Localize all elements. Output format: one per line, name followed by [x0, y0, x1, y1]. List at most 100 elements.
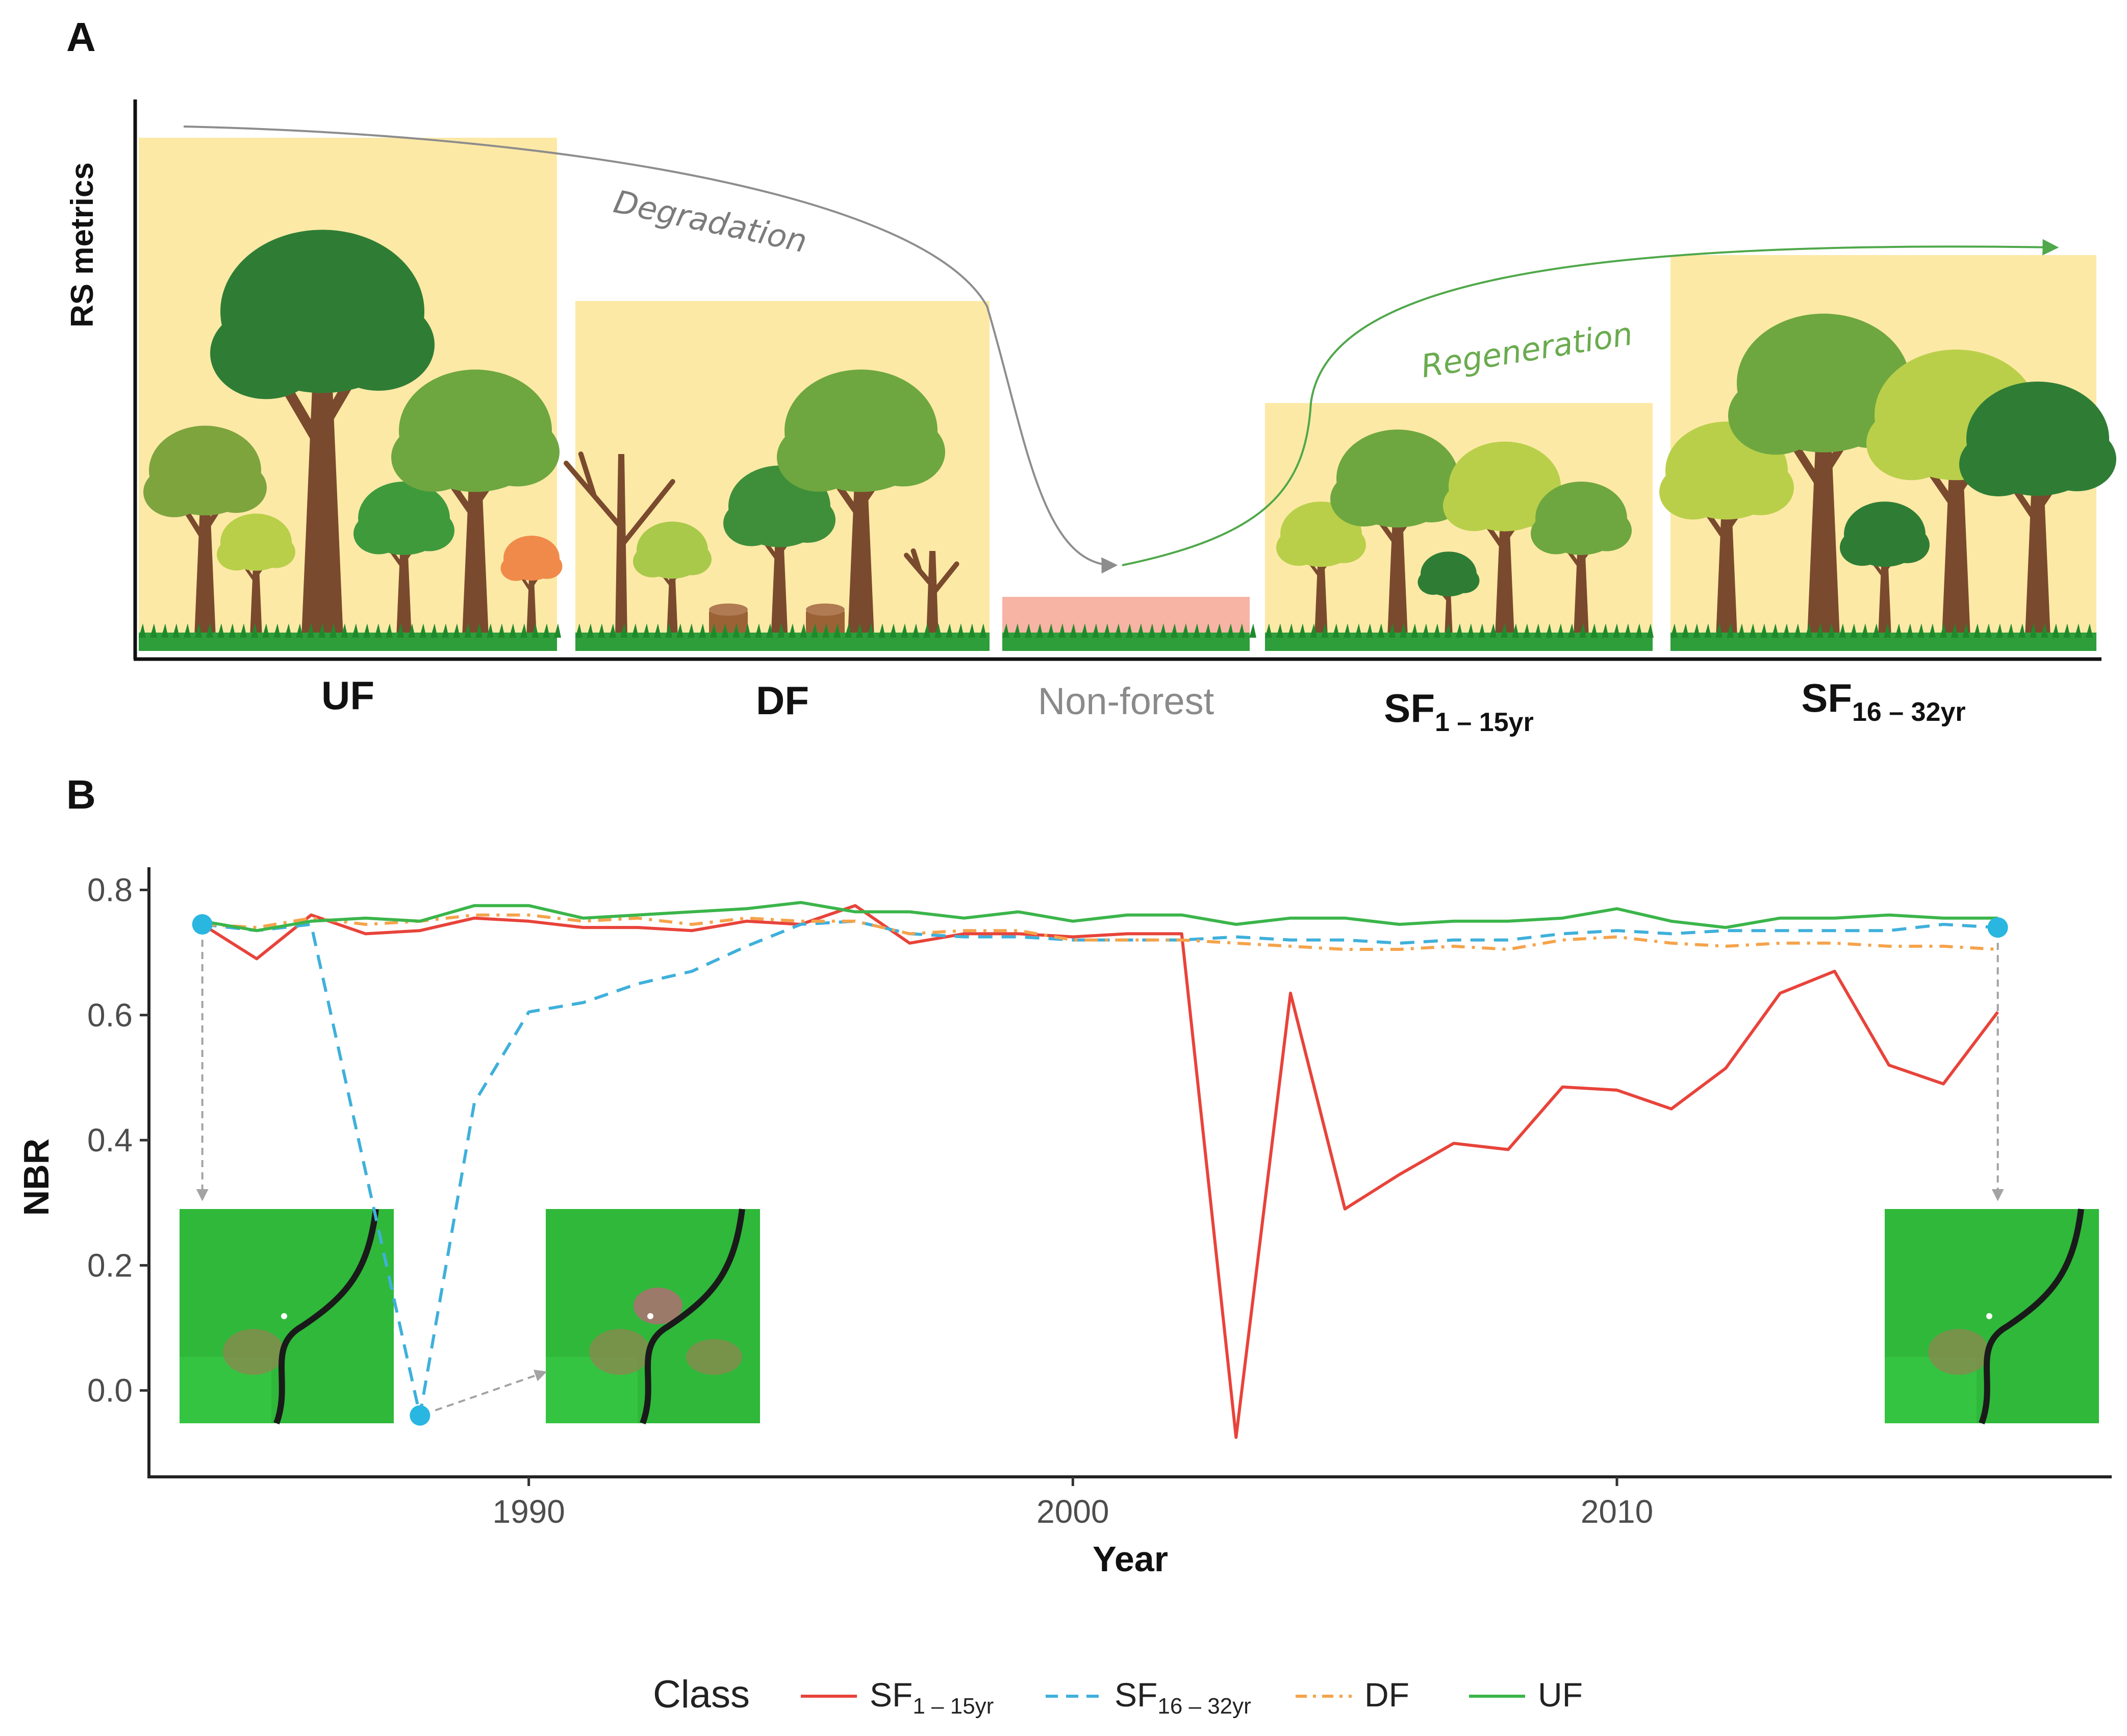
grass-blade [397, 623, 404, 638]
series-line-sf16-32yr [202, 919, 1998, 1417]
grass-blade [498, 623, 505, 638]
tree-crown [256, 536, 295, 568]
grass-blade [1287, 623, 1295, 638]
stage-label-main: DF [756, 678, 809, 723]
thumbnail-clearing-new [634, 1288, 682, 1324]
grass-blade [2030, 623, 2037, 638]
grass-blade [1445, 623, 1452, 638]
grass-blade [1613, 623, 1620, 638]
grass-blade [1193, 623, 1200, 638]
grass-blade [1249, 623, 1256, 638]
grass-blade [1238, 623, 1245, 638]
grass-blade [1002, 623, 1009, 638]
grass-blade [1534, 623, 1541, 638]
grass-blade [1115, 623, 1122, 638]
stage-label-main: UF [321, 673, 374, 718]
grass-blade [1794, 623, 1801, 638]
thumbnail-clearing [589, 1329, 650, 1375]
grass-blade [1366, 623, 1373, 638]
stage-label-0: UF [321, 673, 374, 718]
grass-blade [330, 623, 337, 638]
grass-blade [755, 623, 762, 638]
grass-blade [520, 623, 527, 638]
grass-blade [1917, 623, 1925, 638]
thumbnail-2017 [1885, 1209, 2099, 1425]
grass-blade [184, 623, 191, 638]
y-tick-label: 0.0 [87, 1372, 133, 1409]
grass-blade [1204, 623, 1211, 638]
tree-crown [404, 510, 454, 551]
grass-blade [1985, 623, 1992, 638]
highlight-point-0 [192, 914, 213, 935]
grass-blade [732, 623, 740, 638]
grass-blade [912, 623, 919, 638]
legend-label-subscript: 1 – 15yr [913, 1694, 994, 1719]
grass-blade [229, 623, 236, 638]
legend-label-3: UF [1538, 1676, 1583, 1714]
grass-blade [161, 623, 168, 638]
grass-blade [1682, 623, 1689, 638]
grass-blade [307, 623, 314, 638]
thumbnail-clearing [686, 1339, 742, 1375]
grass-blade [172, 623, 180, 638]
grass-blade [800, 623, 807, 638]
grass-blade [833, 623, 841, 638]
grass-blade [296, 623, 303, 638]
grass-blade [1624, 623, 1631, 638]
grass-blade [1058, 623, 1066, 638]
grass-blade [631, 623, 639, 638]
tree-crown [205, 462, 267, 513]
grass-blade [575, 623, 583, 638]
grass-blade [251, 623, 258, 638]
dead-tree-branches [904, 548, 959, 597]
grass-blade [1332, 623, 1339, 638]
grass-blade [676, 623, 683, 638]
tree-crown [217, 538, 256, 571]
grass-blade [2052, 623, 2059, 638]
grass-blade [766, 623, 773, 638]
grass-blade [531, 623, 539, 638]
grass-blade [1816, 623, 1824, 638]
thumbnail-marker [647, 1313, 653, 1319]
grass-blade [1036, 623, 1043, 638]
grass-blade [419, 623, 426, 638]
grass-blade [1973, 623, 1981, 638]
tree-stump-top [709, 603, 748, 616]
legend-label-1: SF16 – 32yr [1115, 1676, 1251, 1719]
stage-label-3: SF1 – 15yr [1384, 686, 1533, 737]
grass-blade [2007, 623, 2014, 638]
grass-blade [341, 623, 348, 638]
tree-crown [531, 553, 563, 579]
grass-blade [217, 623, 224, 638]
grass-blade [968, 623, 975, 638]
grass-blade [453, 623, 460, 638]
thumbnail-river [640, 1209, 745, 1425]
grass-blade [867, 623, 874, 638]
grass-blade [1092, 623, 1099, 638]
grass-blade [1148, 623, 1155, 638]
grass-blade [1126, 623, 1133, 638]
grass-blade [1388, 623, 1396, 638]
grass-blade [1895, 623, 1902, 638]
grass-blade [598, 623, 605, 638]
grass-blade [710, 623, 717, 638]
stage-boxes [139, 138, 2116, 651]
grass-blade [475, 623, 483, 638]
grass-blade [2074, 623, 2082, 638]
grass-blade [1546, 623, 1553, 638]
grass-blade [1422, 623, 1429, 638]
grass-blade [1433, 623, 1440, 638]
grass-blade [1738, 623, 1745, 638]
grass-blade [1344, 623, 1351, 638]
grass-blade [1014, 623, 1021, 638]
grass-blade [1377, 623, 1384, 638]
grass-blade [408, 623, 415, 638]
tree-stump-top [806, 603, 845, 616]
grass-blade [487, 623, 494, 638]
grass-blade [1783, 623, 1790, 638]
tree-crown [500, 556, 531, 581]
tree-crown [143, 466, 205, 517]
grass-blade [1081, 623, 1088, 638]
tree-crown [777, 422, 861, 492]
